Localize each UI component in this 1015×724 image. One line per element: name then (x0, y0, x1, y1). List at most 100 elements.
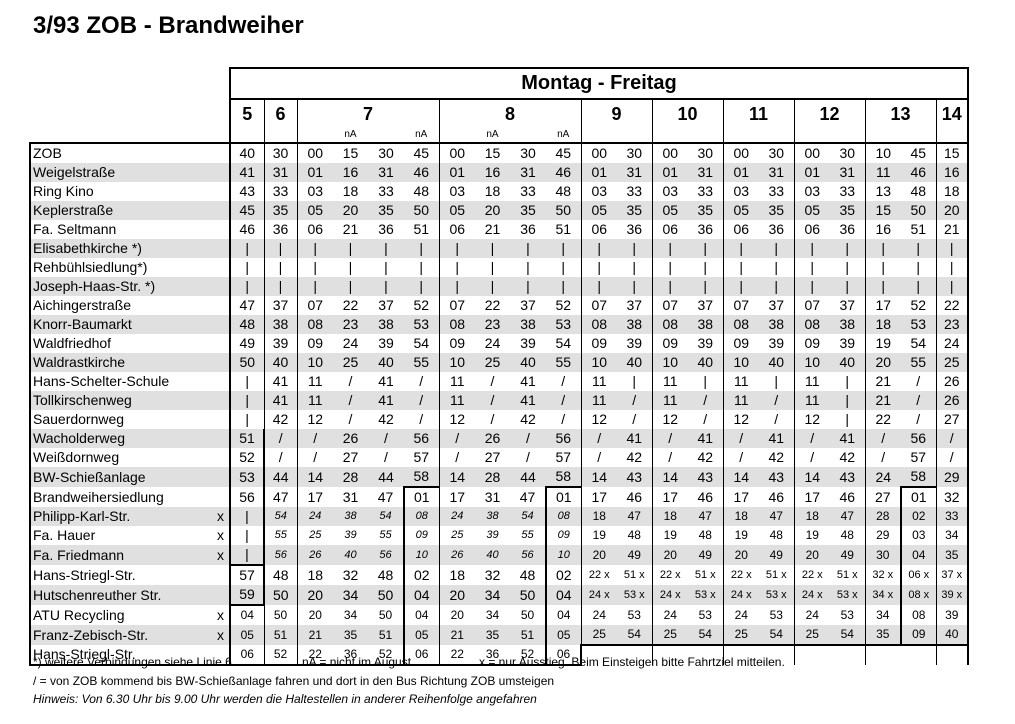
departure-time: 49 (617, 545, 653, 565)
departure-time: 06 (307, 221, 324, 237)
departure-time: 31 (617, 163, 653, 182)
departure-time: 25 (936, 353, 969, 372)
departure-time (901, 645, 937, 665)
departure-time: 49 (759, 545, 795, 565)
departure-time: 09 (591, 335, 608, 351)
departure-time: 18 (936, 182, 969, 201)
departure-time: 03 (307, 183, 324, 199)
stop-name: Wacholderweg (29, 429, 212, 448)
departure-time: / (526, 449, 530, 465)
departure-time: 11 (449, 373, 465, 389)
departure-time: 39 (617, 334, 653, 353)
departure-time: 24 (805, 607, 819, 622)
departure-time: 22 (297, 645, 333, 666)
departure-time: 11 (865, 163, 901, 182)
departure-time: 19 (592, 528, 606, 542)
departure-time: 00 (439, 142, 475, 163)
departure-time: 59 (230, 585, 265, 606)
departure-time: 36 (475, 645, 510, 666)
departure-time: | (581, 277, 617, 296)
departure-time: 43 (230, 182, 265, 201)
stop-row: Sauerdornweg | 42 12/42/12/42/12/12/12/12 | 2… (29, 410, 969, 429)
departure-time: 50 (901, 201, 937, 220)
exit-only-mark (212, 372, 231, 391)
departure-time: 31 (342, 488, 359, 505)
departure-time: | (901, 239, 937, 258)
departure-time: 18 (449, 566, 466, 583)
stop-row: Weißdornweg 52//27/57/27/57/42/42/42/42/5… (29, 448, 969, 467)
departure-time: 18 (484, 183, 501, 199)
departure-time: | (759, 239, 795, 258)
departure-time: | (230, 410, 265, 429)
departure-time: 04 (404, 585, 440, 605)
departure-time: 06 (546, 645, 582, 666)
departure-time: | (901, 258, 937, 277)
departure-time: 06 (804, 221, 821, 237)
departure-time: 04 (404, 605, 440, 625)
hour-header: 9 (581, 99, 653, 128)
departure-time: 04 (546, 605, 582, 625)
departure-time: 00 (652, 142, 688, 163)
departure-time: 51 x (688, 565, 724, 585)
departure-time: 46 (688, 487, 724, 507)
departure-time: 02 (546, 565, 582, 585)
departure-time: 15 (475, 142, 510, 163)
departure-time: 56 (264, 545, 298, 565)
stop-row: Rehbühlsiedlung*) | | | | | | | | | | | | | | | | | | | | | (29, 258, 969, 277)
stop-name: Hutschenreuther Str. (29, 585, 212, 605)
departure-time: 35 (264, 201, 298, 220)
departure-time: 38 (510, 315, 546, 334)
stop-name: ATU Recycling (29, 605, 212, 625)
departure-time: 03 (901, 526, 937, 545)
departure-time: 23 (475, 315, 510, 334)
departure-time: | (526, 259, 530, 275)
departure-time: | (455, 259, 460, 275)
departure-time: 47 (264, 487, 298, 507)
departure-time: 11 (307, 373, 323, 389)
departure-time: 30 (510, 142, 546, 163)
departure-time: 22 x (801, 568, 823, 581)
departure-time: 11 (297, 391, 333, 410)
departure-time: 51 x (759, 565, 795, 585)
departure-time: 05 (297, 201, 333, 220)
exit-only-mark (212, 258, 231, 277)
departure-time (759, 645, 795, 665)
departure-time: 01 (546, 486, 582, 507)
day-band: Montag - Freitag (230, 67, 969, 100)
exit-only-mark (212, 585, 231, 605)
stop-name: Fa. Friedmann (29, 545, 212, 565)
na-mark: nA (404, 128, 440, 143)
departure-time: 42 (617, 448, 653, 467)
stop-name: Hans-Striegl-Str. (29, 565, 212, 585)
exit-only-mark (212, 467, 231, 487)
departure-time: 37 (617, 296, 653, 315)
departure-time: 11 (439, 391, 475, 410)
departure-time: | (404, 239, 440, 258)
departure-time: 44 (510, 467, 546, 487)
departure-time: 03 (449, 183, 466, 199)
departure-time: 11 (733, 373, 749, 389)
departure-time: 49 (230, 334, 265, 353)
departure-time: 22 (439, 645, 475, 666)
departure-time: / (901, 391, 937, 410)
departure-time: / (264, 448, 298, 467)
departure-time: 51 x (617, 565, 653, 585)
hour-header: 6 (264, 99, 298, 128)
departure-time: 01 (723, 163, 759, 182)
departure-time: | (739, 259, 744, 275)
departure-time: 08 (546, 507, 582, 526)
departure-time: 39 (344, 529, 357, 541)
departure-time: 36 (759, 220, 795, 239)
departure-time: 50 (264, 585, 298, 605)
stop-row: Brandweihersiedlung 56 47 17 31 47 01 17 31 47 01 1… (29, 486, 969, 507)
departure-time: 44 (368, 467, 404, 487)
departure-time: 05 (652, 201, 688, 220)
departure-time: | (759, 277, 795, 296)
departure-time: 20 (450, 607, 464, 622)
departure-time: 36 (264, 220, 298, 239)
departure-time: 05 (439, 201, 475, 220)
exit-only-mark (212, 296, 231, 315)
departure-time: 39 (688, 334, 724, 353)
departure-time: 32 (936, 487, 969, 507)
stop-row: Hutschenreuther Str. 59 50 20 34 50 04 20 34 50 04… (29, 585, 969, 606)
